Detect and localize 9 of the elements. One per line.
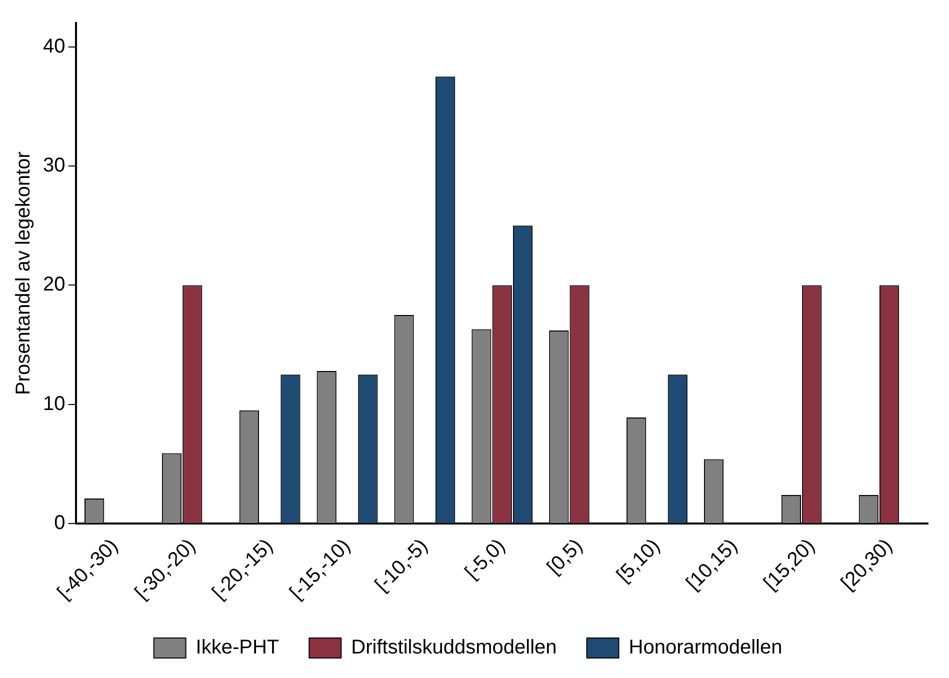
- y-axis-title: Prosentandel av legekontor: [12, 151, 35, 396]
- y-tick-label: 0: [54, 512, 66, 534]
- y-tick-label: 10: [42, 392, 66, 415]
- y-tick-label: 40: [42, 35, 66, 58]
- y-tick-label: 30: [42, 154, 66, 177]
- y-tick-label: 20: [42, 274, 66, 296]
- legend-label: Honorarmodellen: [628, 636, 782, 659]
- legend-label: Driftstilskuddsmodellen: [351, 636, 557, 659]
- legend-label: Ikke-PHT: [196, 636, 280, 659]
